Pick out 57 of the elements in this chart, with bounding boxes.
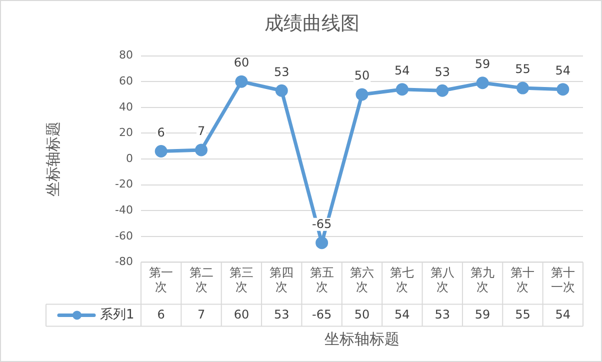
data-label: 54	[555, 307, 571, 322]
x-tick-label: 第七次	[390, 266, 414, 294]
y-tick-label: 20	[119, 126, 133, 140]
text: 59	[474, 57, 490, 72]
x-tick-label: 第五次	[310, 266, 334, 294]
text: 54	[555, 63, 571, 78]
x-tick-label: 第二次	[189, 266, 214, 294]
point	[436, 84, 449, 97]
point	[356, 88, 368, 101]
x-tick-label: 第一次	[149, 266, 174, 294]
text: -65	[312, 216, 332, 231]
text: 60	[234, 56, 250, 70]
data-label: 53	[274, 307, 290, 322]
y-axis-title: 坐标轴标题	[44, 122, 62, 196]
point	[316, 236, 328, 250]
x-tick-label: 第九次	[470, 266, 495, 294]
y-tick-label: -40	[115, 203, 133, 216]
y-tick-label: -20	[115, 178, 133, 191]
x-tick-label: 第十次	[510, 266, 535, 294]
point	[556, 83, 570, 96]
text: 6	[157, 125, 165, 140]
data-label: 6	[157, 307, 165, 322]
x-tick-label: 第三次	[229, 266, 254, 294]
data-label: -65	[312, 307, 332, 322]
point	[154, 145, 168, 158]
y-tick-label: 0	[126, 152, 133, 165]
x-tick-label: 第四次	[270, 266, 294, 294]
point	[195, 144, 208, 156]
data-label: 59	[474, 307, 490, 322]
point	[516, 82, 529, 94]
point	[275, 84, 288, 97]
y-tick-label: -60	[115, 229, 133, 242]
y-tick-label: 40	[119, 100, 133, 114]
data-label: 55	[515, 307, 530, 322]
chart-title: 成绩曲线图	[264, 12, 360, 34]
data-label: 54	[394, 307, 410, 322]
x-tick-label: 第十一次	[550, 266, 575, 294]
text: 54	[394, 63, 410, 78]
legend-label: 系列1	[100, 308, 134, 323]
point	[235, 75, 248, 88]
y-tick-label: -80	[115, 255, 133, 268]
x-tick-label: 第八次	[430, 266, 454, 294]
text: 7	[197, 124, 206, 138]
y-tick-label: 60	[119, 74, 133, 88]
x-axis-title: 坐标轴标题	[324, 330, 400, 348]
data-label: 53	[434, 307, 450, 322]
text: 53	[274, 64, 290, 79]
data-label: 50	[354, 307, 370, 322]
y-tick-label: 80	[119, 48, 133, 62]
point	[396, 83, 408, 96]
x-tick-label: 第六次	[350, 266, 374, 294]
data-label: 7	[197, 307, 206, 322]
text: 55	[515, 62, 530, 76]
data-label: 60	[234, 307, 250, 322]
text: 53	[434, 64, 450, 79]
text: 50	[354, 68, 370, 83]
point	[476, 76, 489, 90]
